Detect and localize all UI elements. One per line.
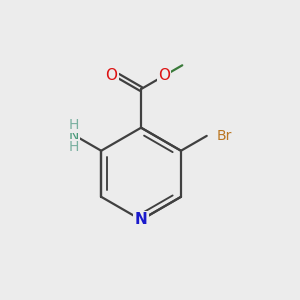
Text: O: O [105,68,117,83]
Text: H: H [69,118,79,132]
Text: H: H [69,140,79,154]
Text: N: N [135,212,148,227]
Text: Br: Br [217,129,232,143]
Text: N: N [69,129,79,143]
Text: O: O [158,68,170,83]
